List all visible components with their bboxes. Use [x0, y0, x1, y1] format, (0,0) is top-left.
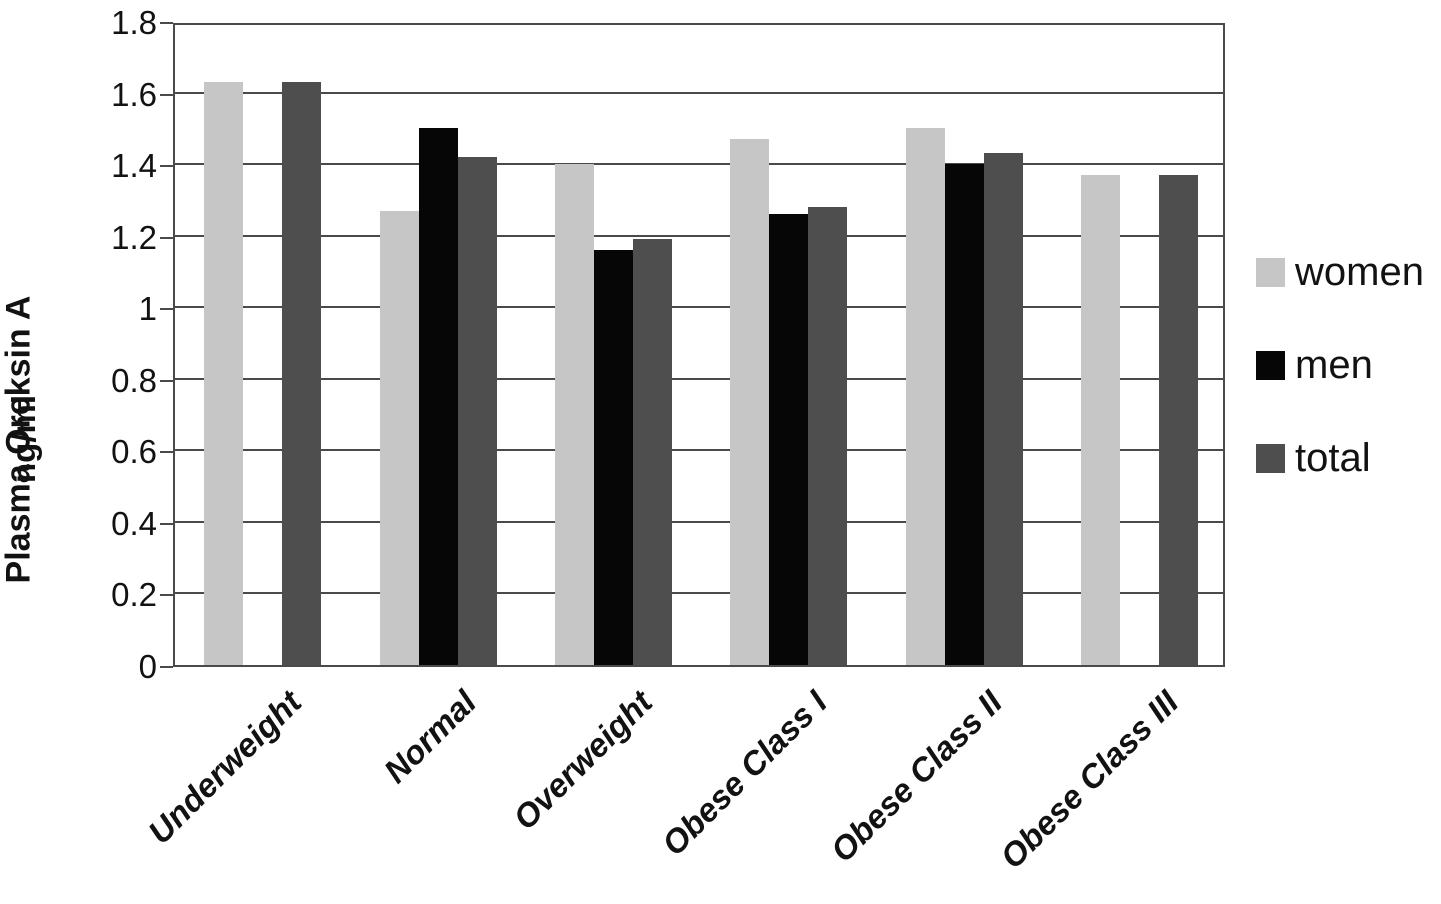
bar-total-normal	[457, 156, 497, 665]
gridline	[175, 377, 1223, 380]
bar-men-obese-class-i	[769, 214, 809, 665]
bar-total-obese-class-ii	[983, 153, 1023, 665]
y-tick-label: 1.2	[111, 218, 157, 256]
bar-total-obese-class-iii	[1158, 174, 1198, 665]
y-tick-mark	[160, 93, 173, 96]
gridline	[175, 163, 1223, 166]
bar-men-overweight	[593, 249, 633, 665]
gridline	[175, 449, 1223, 452]
y-tick-mark	[160, 236, 173, 239]
bar-women-overweight	[554, 164, 594, 665]
x-category-label: Normal	[376, 683, 484, 790]
legend: women men total	[1256, 252, 1424, 478]
y-tick-mark	[160, 451, 173, 454]
bar-total-obese-class-i	[808, 207, 848, 665]
y-tick-mark	[160, 522, 173, 525]
gridline	[175, 234, 1223, 237]
bar-women-underweight	[204, 81, 244, 665]
x-category-label: Obese Class III	[992, 683, 1185, 876]
legend-item-total: total	[1256, 438, 1424, 478]
bar-women-obese-class-iii	[1080, 174, 1120, 665]
y-tick-label: 1.6	[111, 75, 157, 113]
y-tick-mark	[160, 379, 173, 382]
y-tick-mark	[160, 22, 173, 24]
y-tick-mark	[160, 308, 173, 311]
x-category-label: Overweight	[505, 683, 659, 837]
gridline	[175, 306, 1223, 309]
y-tick-label: 0	[138, 648, 157, 685]
y-tick-mark	[160, 165, 173, 168]
bar-women-normal	[379, 210, 419, 665]
y-tick-label: 1.8	[111, 4, 157, 41]
x-category-label: Obese Class II	[823, 683, 1010, 869]
bar-men-normal	[418, 128, 458, 665]
y-tick-label: 1	[138, 290, 157, 328]
bar-women-obese-class-ii	[905, 128, 945, 665]
legend-swatch-women	[1256, 257, 1285, 287]
gridline	[175, 520, 1223, 523]
y-axis-title-line2: ng/ml	[5, 395, 42, 483]
legend-swatch-total	[1256, 443, 1285, 473]
bar-total-underweight	[282, 81, 322, 665]
legend-item-women: women	[1256, 252, 1424, 292]
legend-label: men	[1295, 343, 1373, 387]
x-category-label: Underweight	[140, 683, 309, 851]
bar-men-obese-class-ii	[944, 164, 984, 665]
y-tick-label: 1.4	[111, 147, 157, 185]
legend-label: total	[1295, 436, 1371, 480]
legend-swatch-men	[1256, 350, 1285, 380]
legend-item-men: men	[1256, 345, 1424, 385]
x-category-label: Obese Class I	[654, 683, 835, 863]
gridline	[175, 592, 1223, 595]
plot-area	[173, 23, 1225, 667]
y-tick-label: 0.8	[111, 361, 157, 399]
y-tick-label: 0.6	[111, 433, 157, 471]
y-tick-label: 0.4	[111, 504, 157, 542]
bar-total-overweight	[632, 239, 672, 665]
y-tick-mark	[160, 594, 173, 597]
y-tick-label: 0.2	[111, 576, 157, 614]
bar-women-obese-class-i	[730, 139, 770, 665]
y-axis-title: Plasma Oreksin A ng/ml	[0, 120, 80, 584]
legend-label: women	[1295, 250, 1424, 294]
gridline	[175, 91, 1223, 94]
y-tick-mark	[160, 666, 173, 668]
